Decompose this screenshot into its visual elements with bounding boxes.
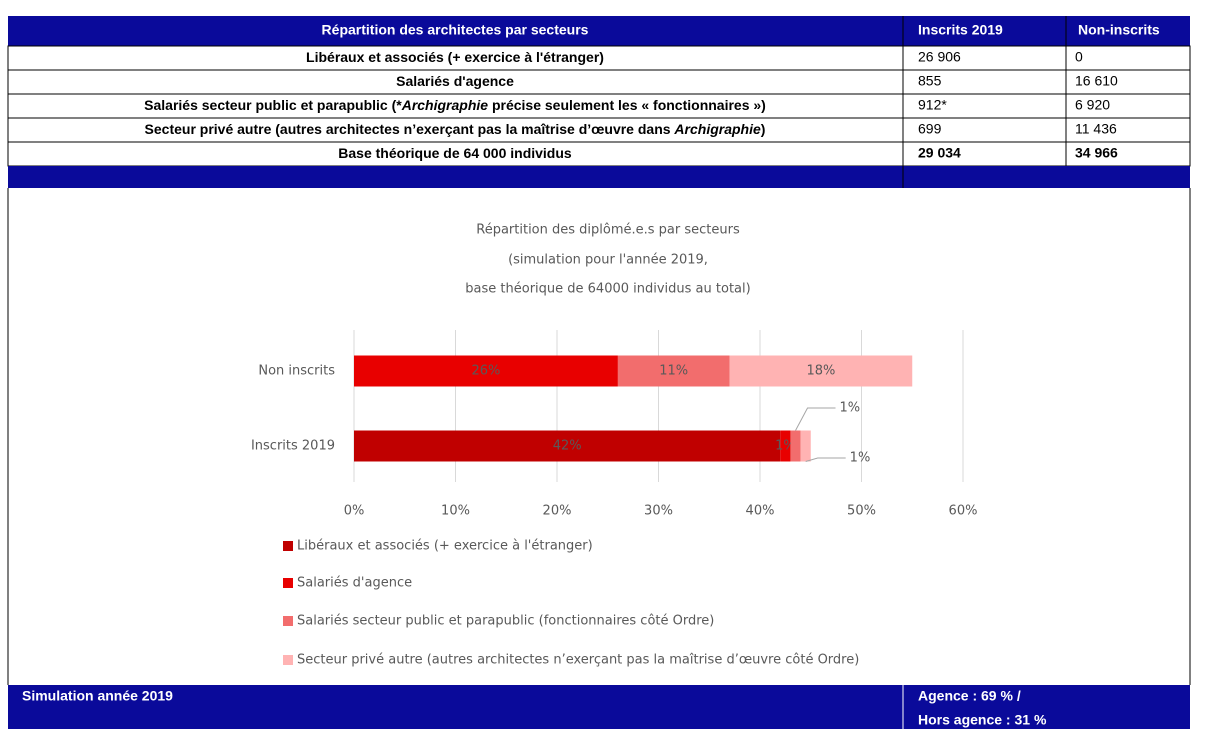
x-tick-label: 30% [644,504,673,519]
legend-label: Libéraux et associés (+ exercice à l'étr… [297,539,593,554]
row-label-part: Archigraphie [673,121,761,137]
legend-swatch [283,616,293,626]
cell: 0 [1075,49,1083,65]
x-tick-label: 60% [949,504,978,519]
data-label: 42% [553,439,582,454]
chart-title: Répartition des diplômé.e.s par secteurs [476,223,740,238]
table-rows: Libéraux et associés (+ exercice à l'étr… [7,45,1191,167]
cell: 11 436 [1075,121,1117,137]
legend-label: Secteur privé autre (autres architectes … [297,653,859,668]
table-header-bg [8,16,1190,46]
row-label: Salariés secteur public et parapublic (*… [144,97,766,113]
row-label: Salariés d'agence [396,73,514,89]
row-label-part: Salariés secteur public et parapublic (* [144,97,402,113]
legend-swatch [283,655,293,665]
cell: 29 034 [918,145,961,161]
chart-title: (simulation pour l'année 2019, [508,253,708,268]
row-label: Libéraux et associés (+ exercice à l'étr… [306,49,604,65]
bar-segment [617,355,730,387]
row-bg [7,69,1191,95]
x-tick-label: 0% [344,504,365,519]
row-label: Secteur privé autre (autres architectes … [145,121,766,137]
bar-segment [800,430,811,462]
x-tick-label: 40% [746,504,775,519]
header-cell: Répartition des architectes par secteurs [322,22,589,38]
legend-swatch [283,578,293,588]
cell: 16 610 [1075,73,1118,89]
row-bg [7,141,1191,167]
x-tick-label: 50% [847,504,876,519]
leader-line [805,457,846,462]
footer-bg [8,685,1190,729]
header-cell: Non-inscrits [1078,22,1160,38]
row-label-part: Salariés d'agence [396,73,514,89]
row-label-part: Secteur privé autre (autres architectes … [145,121,675,137]
row-label-part: Base théorique de 64 000 individus [338,145,572,161]
row-label-part: précise seulement les « fonctionnaires »… [488,97,766,113]
row-bg [7,117,1191,143]
row-label: Base théorique de 64 000 individus [338,145,572,161]
cell: 26 906 [918,49,961,65]
header-cell: Inscrits 2019 [918,22,1003,38]
y-tick-label: Inscrits 2019 [251,439,335,454]
chart: Répartition des diplômé.e.s par secteurs… [251,223,978,668]
row-bg [7,93,1191,119]
data-label: 11% [659,364,688,379]
row-label-part: Libéraux et associés (+ exercice à l'étr… [306,49,604,65]
footer-left: Simulation année 2019 [22,688,173,704]
bar-segment [790,430,801,462]
data-label: 1% [840,401,861,416]
legend-label: Salariés secteur public et parapublic (f… [297,614,714,629]
row-label-part: Archigraphie [401,97,489,113]
x-tick-label: 20% [543,504,572,519]
data-label: 18% [806,364,835,379]
footer-right: Agence : 69 % / [918,688,1021,704]
legend-swatch [283,541,293,551]
cell: 699 [918,121,942,137]
legend-label: Salariés d'agence [297,576,412,591]
y-tick-label: Non inscrits [258,364,335,379]
cell: 34 966 [1075,145,1118,161]
bar-segment [780,430,791,462]
bar-segment [729,355,913,387]
row-bg [7,45,1191,71]
row-label-part: ) [761,121,766,137]
x-tick-label: 10% [441,504,470,519]
bar-segment [354,355,618,387]
cell: 6 920 [1075,97,1110,113]
data-label: 26% [471,364,500,379]
leader-line [795,407,836,431]
chart-title: base théorique de 64000 individus au tot… [465,282,750,297]
bar-segment [354,430,781,462]
cell: 855 [918,73,942,89]
separator-row [8,166,1190,188]
data-label: 1% [850,451,871,466]
cell: 912* [918,97,947,113]
footer-right: Hors agence : 31 % [918,712,1047,728]
